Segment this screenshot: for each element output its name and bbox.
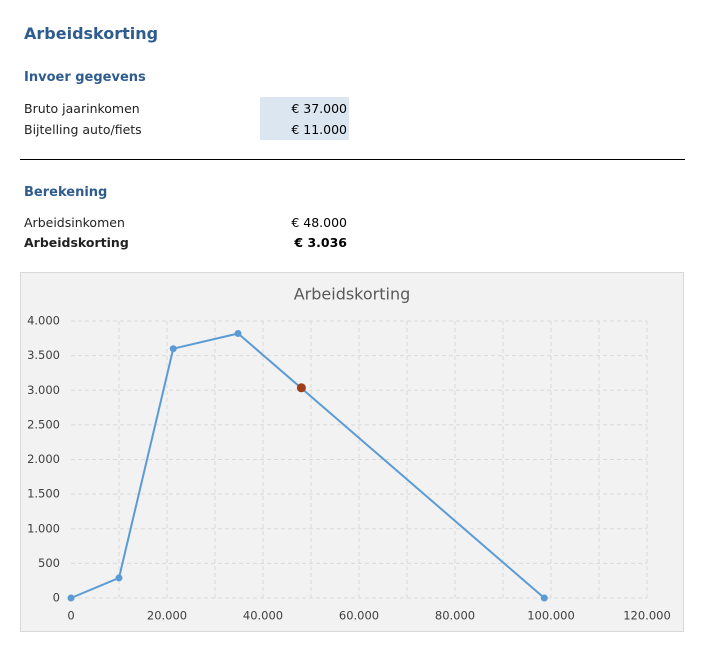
row-label: Arbeidsinkomen bbox=[24, 215, 125, 230]
point bbox=[115, 574, 123, 582]
row-label: Bruto jaarinkomen bbox=[24, 101, 140, 116]
row-label: Arbeidskorting bbox=[24, 235, 129, 250]
divider bbox=[20, 159, 685, 160]
input-value[interactable]: € 11.000 bbox=[291, 122, 347, 137]
y-tick-label: 3.500 bbox=[27, 348, 60, 362]
section-title: Berekening bbox=[24, 185, 108, 200]
point bbox=[169, 345, 177, 353]
x-tick-label: 40.000 bbox=[243, 609, 283, 623]
sheet-title: Arbeidskorting bbox=[24, 24, 159, 43]
y-tick-label: 500 bbox=[38, 556, 60, 570]
row-value: € 3.036 bbox=[294, 235, 347, 250]
y-tick-label: 1.000 bbox=[27, 521, 60, 535]
x-tick-label: 0 bbox=[67, 609, 74, 623]
row-label: Bijtelling auto/fiets bbox=[24, 122, 142, 137]
y-tick-label: 2.500 bbox=[27, 417, 60, 431]
point bbox=[234, 329, 242, 337]
x-tick-label: 100.000 bbox=[527, 609, 575, 623]
point bbox=[296, 383, 306, 393]
input-cells[interactable] bbox=[260, 97, 349, 140]
chart-title: Arbeidskorting bbox=[294, 285, 411, 304]
y-tick-label: 3.000 bbox=[27, 383, 60, 397]
x-tick-label: 20.000 bbox=[147, 609, 187, 623]
section-title: Invoer gegevens bbox=[24, 70, 146, 85]
row-value: € 48.000 bbox=[291, 215, 347, 230]
x-tick-label: 120.000 bbox=[623, 609, 671, 623]
input-value[interactable]: € 37.000 bbox=[291, 101, 347, 116]
y-tick-label: 1.500 bbox=[27, 487, 60, 501]
y-tick-label: 4.000 bbox=[27, 314, 60, 328]
x-tick-label: 60.000 bbox=[339, 609, 379, 623]
point bbox=[67, 594, 75, 602]
x-tick-label: 80.000 bbox=[435, 609, 475, 623]
y-tick-label: 0 bbox=[53, 591, 60, 605]
point bbox=[540, 594, 548, 602]
y-tick-label: 2.000 bbox=[27, 452, 60, 466]
chart-area bbox=[20, 272, 684, 632]
